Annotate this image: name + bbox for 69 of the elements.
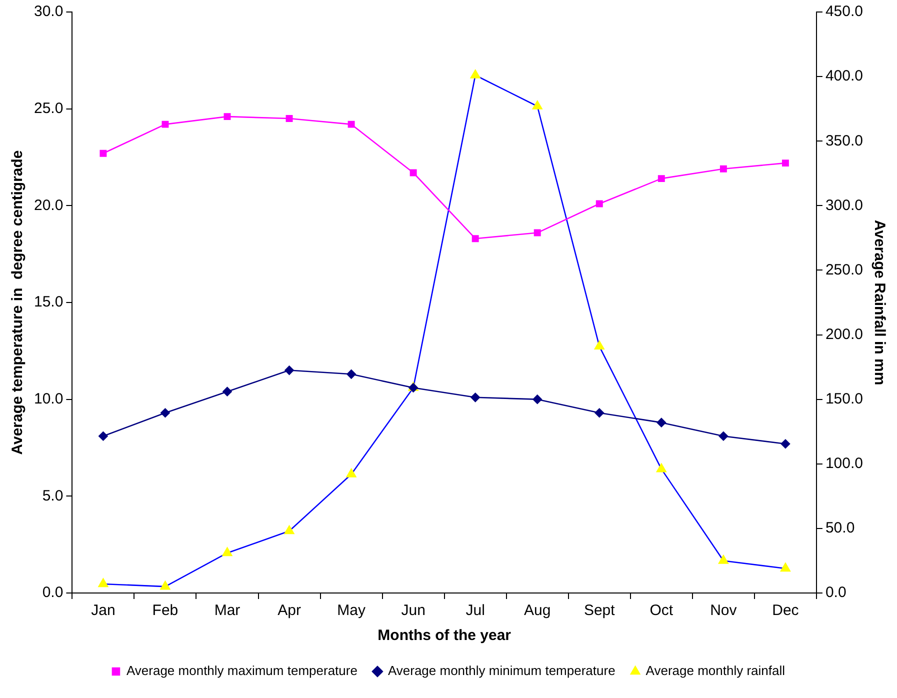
legend-label: Average monthly maximum temperature [126,663,358,678]
y-axis-title: Average temperature in degree centigrade [9,150,26,455]
x-tick-label: Jan [91,602,116,620]
point [658,175,665,182]
y2-tick-label: 450.0 [825,3,864,20]
point [284,525,294,534]
y-tick-label: 10.0 [34,390,64,408]
point [162,120,169,128]
point [160,408,170,418]
x-tick-label: Mar [214,602,240,620]
point [532,100,542,110]
y2-axis-title: Average Rainfall in mm [870,220,888,386]
y2-tick-label: 150.0 [825,390,864,408]
x-tick-label: Dec [772,602,800,620]
x-tick-label: Oct [650,602,674,620]
point [348,120,355,128]
point [224,113,231,120]
y2-tick-label: 100.0 [825,455,864,472]
point [286,115,293,122]
x-tick-label: Aug [524,602,551,620]
point [470,70,480,78]
legend-label: Average monthly rainfall [646,663,786,678]
x-tick-label: Apr [278,602,301,620]
point [98,578,108,588]
y-tick-label: 30.0 [34,3,64,20]
point [594,408,604,418]
point [780,562,790,572]
y2-tick-label: 0.0 [825,584,846,602]
point [720,165,727,172]
point [472,235,479,242]
x-tick-label: Feb [152,602,178,620]
y2-tick-label: 50.0 [825,520,855,537]
y2-tick-label: 250.0 [825,261,864,278]
point [718,555,728,564]
x-tick-label: Jun [401,602,426,620]
x-tick-label: Nov [710,602,738,620]
point [780,439,790,449]
point [532,394,542,404]
y2-tick-label: 200.0 [825,326,864,343]
x-tick-label: Jul [466,602,485,620]
y-tick-label: 20.0 [34,196,64,214]
point [346,370,356,379]
x-tick-label: Sept [584,602,616,620]
point [100,150,107,157]
y2-tick-label: 300.0 [825,196,864,214]
point [98,431,108,441]
point [718,431,728,441]
y2-tick-label: 400.0 [825,68,864,85]
point [596,200,603,208]
point [346,468,356,478]
point [160,580,170,590]
point [284,366,294,375]
y-tick-label: 15.0 [34,294,64,311]
point [222,386,232,396]
legend-label: Average monthly minimum temperature [388,663,616,678]
point [782,160,789,167]
point [410,169,417,176]
y-tick-label: 0.0 [42,584,64,602]
point [594,340,604,350]
x-tick-label: May [337,602,366,620]
point [534,229,541,236]
point [470,392,480,402]
point [656,463,666,472]
y-tick-label: 25.0 [34,100,64,117]
point [656,418,666,428]
y-tick-label: 5.0 [42,487,64,504]
point [222,547,232,556]
x-axis-title: Months of the year [378,627,512,644]
y2-tick-label: 350.0 [825,132,864,150]
